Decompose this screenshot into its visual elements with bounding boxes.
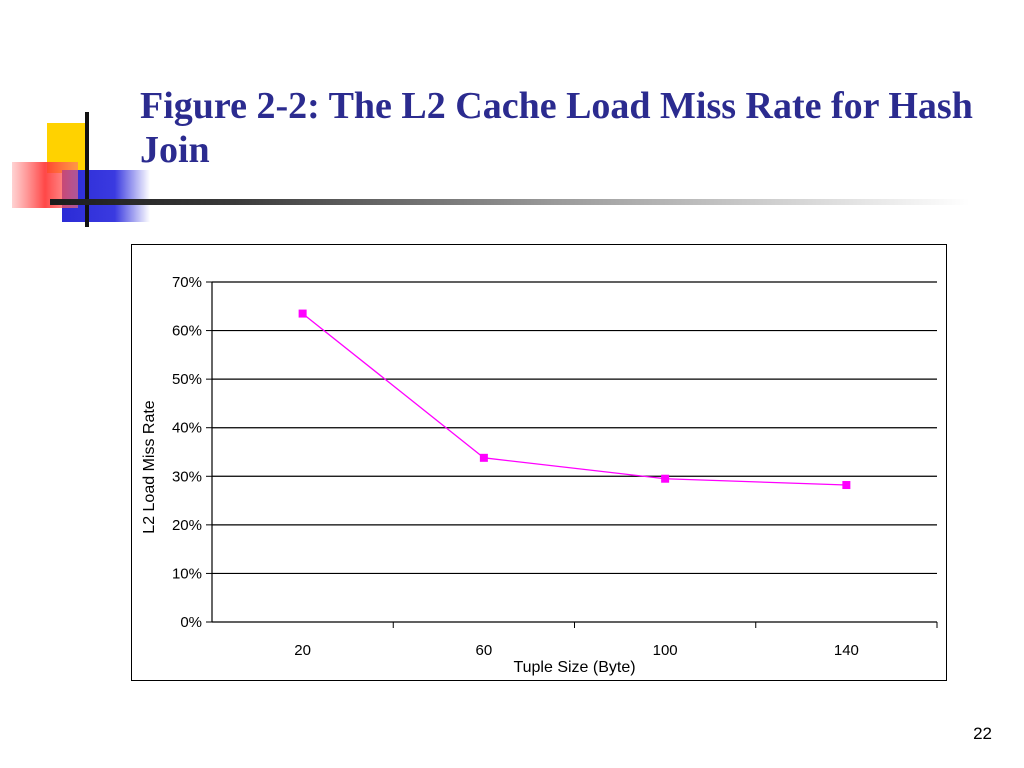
page-number: 22 [973, 724, 992, 743]
x-tick-label: 140 [834, 642, 859, 659]
y-tick-label: 0% [180, 614, 202, 631]
y-tick-label: 70% [172, 274, 202, 291]
y-tick-label: 50% [172, 371, 202, 388]
x-axis-title: Tuple Size (Byte) [513, 659, 635, 676]
title-underline [50, 199, 970, 205]
line-chart: 0% 10% 20% 30% 40% 50% 60% 70% 20 60 100 140 Tuple S… [141, 274, 938, 676]
y-tick-label: 40% [172, 420, 202, 437]
vertical-rule [85, 112, 89, 227]
y-tick-label: 30% [172, 468, 202, 485]
data-point [661, 474, 670, 483]
y-tick-label: 60% [172, 323, 202, 340]
data-point [842, 481, 851, 490]
y-tick-label: 20% [172, 517, 202, 534]
x-tick-label: 20 [294, 642, 311, 659]
page-title: Figure 2-2: The L2 Cache Load Miss Rate … [140, 85, 973, 171]
y-tick-label: 10% [172, 565, 202, 582]
chart-frame: 0% 10% 20% 30% 40% 50% 60% 70% 20 60 100 140 Tuple S… [131, 244, 947, 681]
x-tick-label: 60 [476, 642, 493, 659]
y-axis-title: L2 Load Miss Rate [141, 400, 158, 534]
data-point [479, 453, 488, 462]
data-point [298, 309, 307, 318]
x-tick-label: 100 [653, 642, 678, 659]
series-line [302, 313, 847, 486]
slide-decoration [12, 112, 150, 227]
